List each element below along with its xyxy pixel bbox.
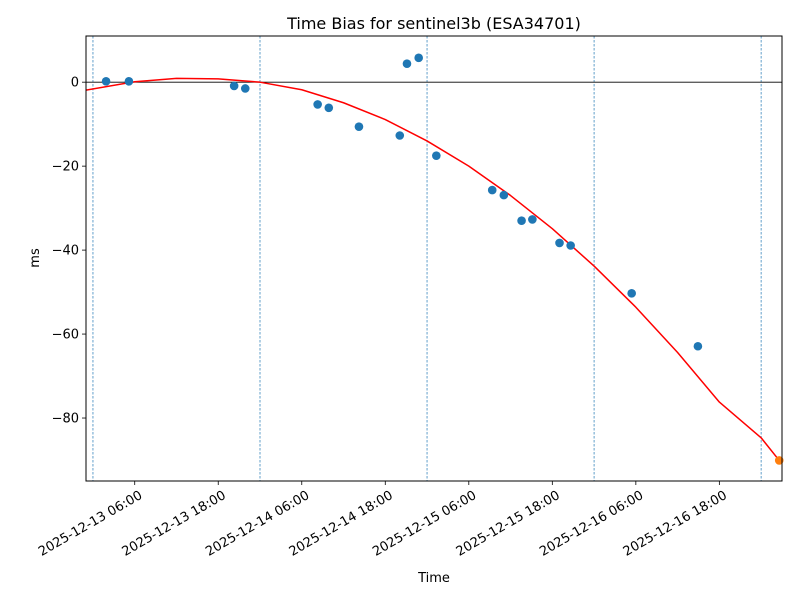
y-tick-label-3: −60 (52, 328, 79, 343)
data-point-s0-13 (517, 216, 526, 226)
data-point-s0-4 (313, 100, 322, 109)
y-tick-label-0: 0 (71, 76, 79, 91)
data-point-s0-6 (354, 122, 364, 131)
y-tick-label-1: −20 (52, 160, 79, 175)
data-point-s0-5 (324, 103, 334, 113)
data-point-s0-7 (395, 131, 405, 140)
chart-title: Time Bias for sentinel3b (ESA34701) (286, 14, 581, 33)
data-point-s0-3 (240, 84, 250, 93)
plot-area (86, 36, 784, 481)
y-tick-label-4: −80 (52, 412, 79, 427)
data-point-s0-17 (627, 289, 636, 298)
plot-content (86, 36, 782, 481)
data-point-s0-11 (487, 185, 497, 195)
data-point-s0-18 (693, 341, 703, 351)
data-point-s0-15 (555, 238, 564, 248)
plot-frame (85, 35, 783, 482)
x-axis-label: Time (417, 571, 450, 586)
data-point-s0-16 (566, 241, 575, 250)
y-tick-label-2: −40 (52, 244, 79, 259)
data-point-s0-8 (402, 59, 412, 69)
fit-curve (86, 77, 780, 461)
data-point-s0-12 (499, 190, 509, 200)
data-point-s0-14 (528, 215, 537, 224)
data-point-s0-1 (124, 77, 134, 86)
data-point-s1-0 (774, 456, 784, 465)
data-point-s0-2 (229, 81, 239, 91)
data-point-s0-10 (432, 151, 441, 160)
y-axis-label: ms (28, 248, 43, 268)
data-point-s0-0 (101, 77, 111, 86)
data-point-s0-9 (414, 53, 423, 63)
